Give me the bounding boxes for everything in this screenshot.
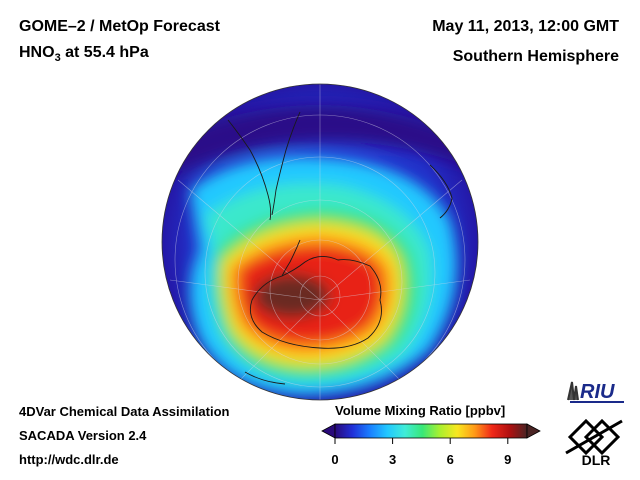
title-species: HNO3 at 55.4 hPa bbox=[19, 44, 149, 64]
colorbar-tick-label: 6 bbox=[446, 452, 454, 467]
riu-logo: RIU bbox=[567, 381, 624, 403]
dlr-logo-text: DLR bbox=[582, 452, 611, 467]
hemisphere-label: Southern Hemisphere bbox=[452, 48, 619, 65]
colorbar bbox=[321, 423, 541, 444]
australia-coast bbox=[244, 371, 286, 385]
species-level: at 55.4 hPa bbox=[60, 44, 149, 61]
footer-version: SACADA Version 2.4 bbox=[19, 428, 147, 443]
colorbar-max-arrow bbox=[526, 423, 541, 439]
antarctic-peninsula-coast bbox=[281, 239, 301, 277]
colorbar-tick-label: 3 bbox=[388, 452, 397, 467]
graticule bbox=[169, 84, 471, 400]
species-subscript: 3 bbox=[54, 52, 61, 65]
dlr-logo-mark bbox=[565, 418, 623, 456]
footer-url[interactable]: http://wdc.dlr.de bbox=[19, 452, 119, 467]
antarctica-coast bbox=[249, 256, 382, 349]
colorbar-title: Volume Mixing Ratio [ppbv] bbox=[335, 403, 506, 418]
colorbar-ramp bbox=[334, 423, 528, 439]
dlr-logo: DLR bbox=[565, 418, 623, 467]
globe-outline bbox=[161, 83, 479, 401]
colorbar-tick-label: 9 bbox=[504, 452, 512, 467]
forecast-datetime: May 11, 2013, 12:00 GMT bbox=[432, 18, 619, 35]
species-main: HNO bbox=[19, 44, 55, 61]
colorbar-tick-marks bbox=[334, 438, 509, 444]
title-product: GOME–2 / MetOp Forecast bbox=[19, 18, 220, 35]
footer-system: 4DVar Chemical Data Assimilation bbox=[19, 404, 230, 419]
riu-logo-mark bbox=[567, 381, 579, 401]
south-america-coast bbox=[227, 111, 301, 221]
field-low-band bbox=[165, 105, 478, 175]
colorbar-min-arrow bbox=[321, 423, 336, 439]
globe bbox=[162, 84, 478, 400]
riu-logo-text: RIU bbox=[580, 381, 615, 403]
colorbar-tick-label: 0 bbox=[331, 452, 339, 467]
africa-coast bbox=[429, 164, 453, 219]
coastlines bbox=[227, 111, 453, 385]
